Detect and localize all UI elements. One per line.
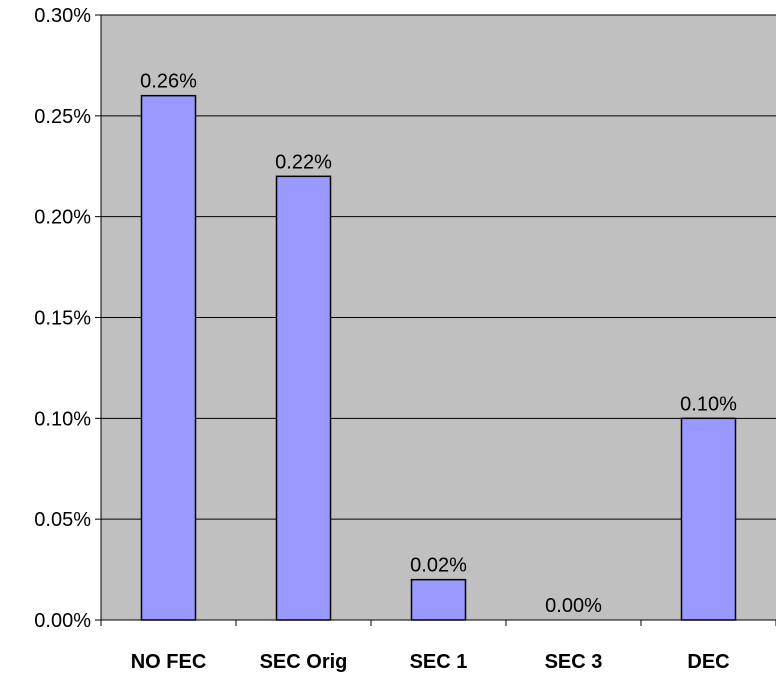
y-tick-label: 0.25%	[34, 106, 91, 128]
bar	[410, 578, 467, 621]
gridlines	[101, 14, 776, 520]
x-tick-label: SEC 3	[545, 651, 603, 673]
y-tick-label: 0.15%	[34, 308, 91, 330]
data-label: 0.00%	[545, 595, 602, 617]
axes	[95, 14, 776, 626]
x-tick-label: NO FEC	[131, 651, 207, 673]
y-tick-label: 0.05%	[34, 509, 91, 531]
x-tick-labels: NO FEC SEC Orig SEC 1 SEC 3 DEC	[131, 651, 730, 673]
y-tick-labels: 0.00% 0.05% 0.10% 0.15% 0.20% 0.25% 0.30%	[34, 5, 91, 632]
x-tick-label: SEC Orig	[260, 651, 348, 673]
x-tick-label: SEC 1	[410, 651, 468, 673]
x-tick-label: DEC	[687, 651, 729, 673]
bar	[275, 175, 332, 621]
y-tick-label: 0.00%	[34, 610, 91, 632]
y-tick-label: 0.10%	[34, 408, 91, 430]
y-tick-label: 0.30%	[34, 5, 91, 27]
bar	[140, 94, 197, 621]
data-label: 0.26%	[140, 71, 197, 93]
data-label: 0.22%	[275, 151, 332, 173]
data-labels: 0.26% 0.22% 0.02% 0.00% 0.10%	[140, 71, 737, 617]
bar	[680, 417, 737, 621]
data-label: 0.02%	[410, 555, 467, 577]
bars	[140, 94, 737, 621]
data-label: 0.10%	[680, 393, 737, 415]
y-tick-label: 0.20%	[34, 207, 91, 229]
